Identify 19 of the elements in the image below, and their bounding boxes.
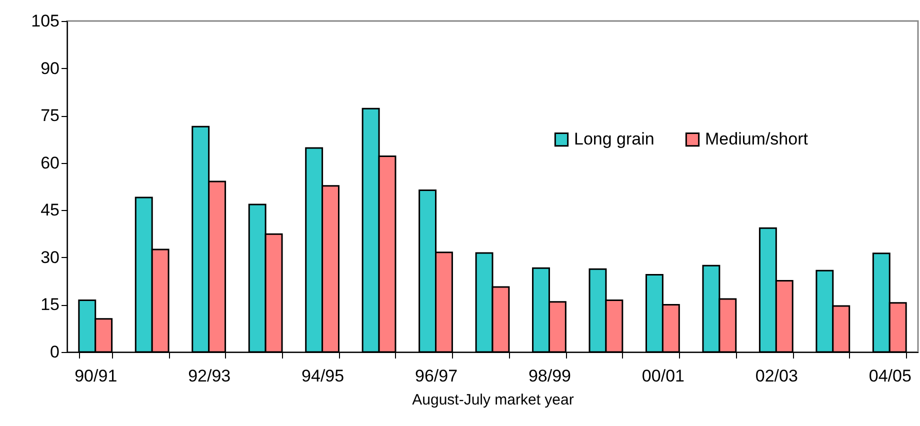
- x-tick-label: 98/99: [528, 366, 572, 386]
- x-tick-label: 94/95: [302, 366, 344, 386]
- y-tick-label: 45: [40, 200, 60, 220]
- x-tick-label: 96/97: [414, 366, 458, 386]
- x-axis-title: August-July market year: [412, 392, 574, 408]
- x-tick-label: 04/05: [868, 366, 912, 386]
- x-tick-label: 90/91: [74, 366, 118, 386]
- legend-label: Medium/short: [705, 130, 808, 149]
- legend-label: Long grain: [574, 130, 654, 149]
- y-tick-label: 90: [40, 58, 60, 78]
- y-tick-label: 15: [40, 295, 60, 314]
- y-tick-label: 0: [50, 342, 60, 362]
- y-tick-label: 60: [40, 153, 60, 172]
- x-tick-label: 02/03: [755, 366, 798, 386]
- x-tick-label: 92/93: [188, 366, 231, 386]
- x-tick-label: 00/01: [642, 366, 684, 386]
- y-tick-label: 30: [40, 248, 60, 267]
- y-tick-label: 75: [40, 106, 60, 126]
- y-tick-label: 105: [31, 12, 60, 30]
